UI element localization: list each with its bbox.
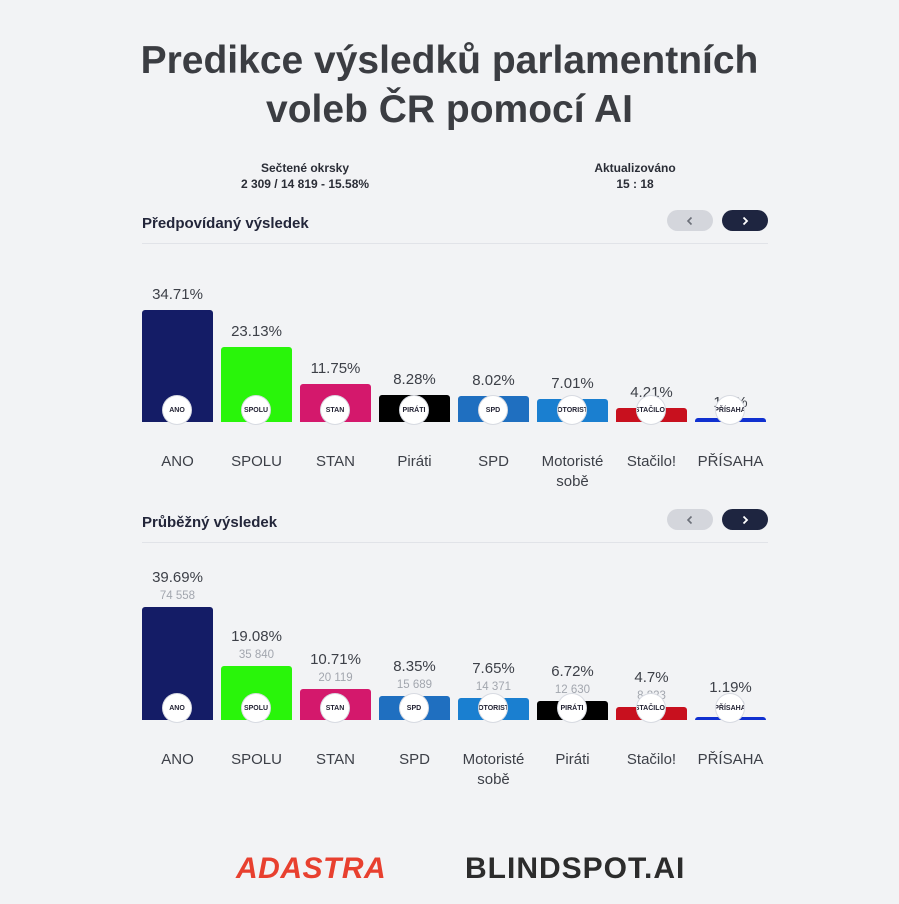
blindspot-logo: BLINDSPOT.AI (465, 852, 686, 885)
party-logo-spd: SPD (479, 396, 507, 424)
party-logo-spd: SPD (400, 694, 428, 722)
percent-label-motoriste-sobe: 7.65% (472, 660, 515, 678)
current-title: Průběžný výsledek (142, 514, 278, 531)
party-logo-pirati: PIRÁTI (558, 694, 586, 722)
chevron-right-icon (742, 216, 749, 225)
votes-label-ano: 74 558 (159, 589, 196, 602)
party-logo-ano: ANO (163, 396, 191, 424)
updated-label: Aktualizováno (594, 161, 676, 175)
updated-time: Aktualizováno 15 : 18 (530, 160, 740, 192)
party-name-motoriste-sobe: Motoristé sobě (541, 453, 604, 490)
party-logo-prisaha: PŘÍSAHA (716, 396, 744, 424)
party-logo-motoriste-sobe: MOTORISTÉ (558, 396, 586, 424)
percent-label-stan: 11.75% (310, 359, 361, 377)
percent-label-spolu: 19.08% (231, 627, 282, 645)
party-logo-stacilo: STAČILO! (637, 694, 665, 722)
percent-label-ano: 39.69% (152, 568, 203, 586)
percent-label-spd: 8.35% (393, 658, 436, 676)
counted-districts: Sečtené okrsky 2 309 / 14 819 - 15.58% (190, 160, 420, 192)
party-name-spd: SPD (399, 751, 430, 768)
percent-label-pirati: 6.72% (551, 662, 594, 680)
next-button[interactable] (722, 509, 768, 530)
percent-label-spd: 8.02% (472, 372, 515, 389)
party-name-spolu: SPOLU (231, 453, 282, 470)
party-logo-spolu: SPOLU (242, 694, 270, 722)
party-name-stan: STAN (316, 751, 355, 768)
percent-label-stan: 10.71% (310, 651, 361, 669)
party-logo-stan: STAN (321, 396, 349, 424)
next-button[interactable] (722, 210, 768, 231)
chevron-left-icon (686, 515, 693, 524)
chevron-left-icon (686, 216, 693, 225)
party-name-stacilo: Stačilo! (626, 751, 677, 768)
predicted-section: Předpovídaný výsledek 34.71% ANO ANO 23.13%… (142, 209, 768, 490)
votes-label-motoriste-sobe: 14 371 (475, 681, 512, 694)
party-logo-stan: STAN (321, 694, 349, 722)
adastra-logo: ADASTRA (236, 852, 387, 885)
party-logo-motoriste-sobe: MOTORISTÉ (479, 694, 507, 722)
votes-label-spolu: 35 840 (238, 648, 275, 661)
prev-button[interactable] (667, 509, 713, 530)
predicted-header: Předpovídaný výsledek (142, 209, 768, 244)
updated-value: 15 : 18 (616, 177, 654, 191)
party-name-motoriste-sobe: Motoristé sobě (462, 751, 525, 788)
party-name-ano: ANO (161, 751, 194, 768)
title-line-1: Predikce výsledků parlamentních (140, 39, 759, 82)
party-logo-pirati: PIRÁTI (400, 396, 428, 424)
percent-label-stacilo: 4.7% (634, 668, 669, 686)
votes-label-spd: 15 689 (396, 679, 433, 692)
party-name-pirati: Piráti (555, 751, 590, 768)
percent-label-ano: 34.71% (152, 285, 203, 303)
party-logo-ano: ANO (163, 694, 191, 722)
counted-label: Sečtené okrsky (260, 161, 350, 175)
page-title: Predikce výsledků parlamentních voleb ČR… (0, 36, 899, 134)
party-logo-stacilo: STAČILO! (637, 396, 665, 424)
current-section: Průběžný výsledek 39.69% 74 558 ANO ANO 19.0… (142, 508, 768, 788)
party-name-prisaha: PŘÍSAHA (697, 751, 764, 768)
party-name-spolu: SPOLU (231, 751, 282, 768)
percent-label-prisaha: 1.19% (709, 678, 752, 696)
chevron-right-icon (742, 515, 749, 524)
prev-button[interactable] (667, 210, 713, 231)
party-name-spd: SPD (478, 453, 509, 470)
title-line-2: voleb ČR pomocí AI (266, 88, 633, 131)
party-logo-spolu: SPOLU (242, 396, 270, 424)
percent-label-stacilo: 4.21% (630, 384, 673, 402)
party-name-stan: STAN (316, 453, 355, 470)
party-logo-prisaha: PŘÍSAHA (716, 694, 744, 722)
percent-label-motoriste-sobe: 7.01% (551, 375, 594, 393)
predicted-title: Předpovídaný výsledek (142, 215, 309, 232)
counted-value: 2 309 / 14 819 - 15.58% (240, 177, 370, 191)
party-name-pirati: Piráti (397, 453, 432, 470)
party-name-ano: ANO (161, 453, 194, 470)
votes-label-pirati: 12 630 (554, 683, 591, 696)
party-name-prisaha: PŘÍSAHA (697, 453, 764, 470)
percent-label-spolu: 23.13% (231, 323, 282, 341)
party-name-stacilo: Stačilo! (626, 453, 677, 470)
current-header: Průběžný výsledek (142, 508, 768, 543)
percent-label-pirati: 8.28% (393, 371, 436, 389)
votes-label-stan: 20 119 (318, 672, 353, 685)
